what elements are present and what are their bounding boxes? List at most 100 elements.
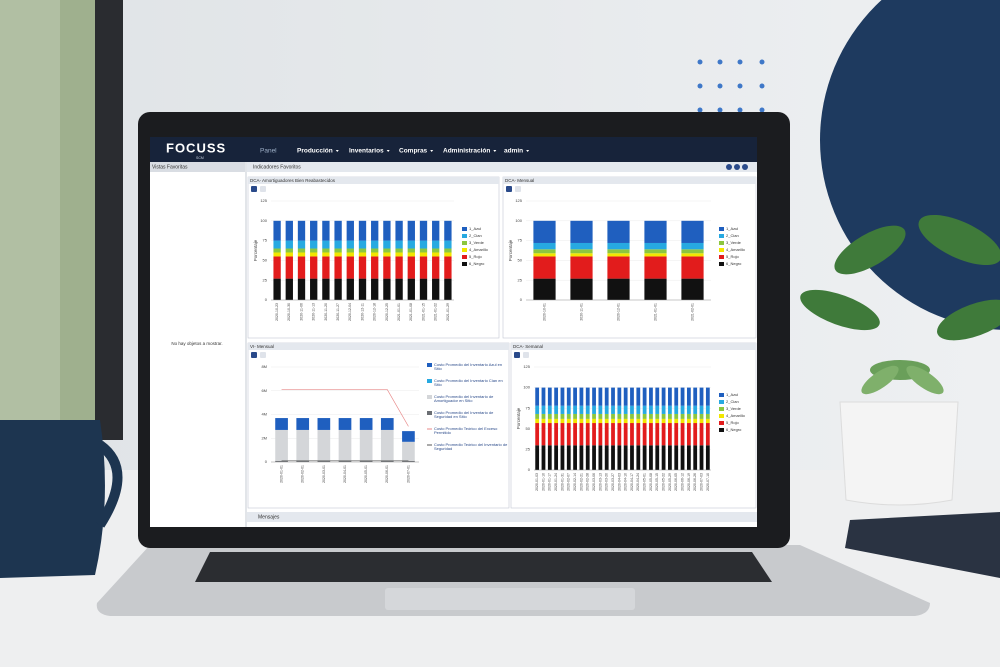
bar-segment [674,418,679,424]
y-tick-label: 50 [518,257,523,262]
bar-segment [585,387,590,406]
bar-segment [630,413,634,419]
sidebar-title: Vistas Favoritas [152,164,188,170]
bar-segment [285,240,293,249]
panel-button[interactable] [742,164,748,170]
bar-segment [642,423,647,446]
bar-segment [636,405,641,414]
x-tick-label: 2020-01-17 [548,473,552,491]
legend-label: 3_Verde [726,406,742,411]
bar-segment [579,405,584,414]
x-tick-label: 2020-04-01 [343,465,347,483]
bar-segment [611,405,615,414]
chart-title: DCA- Mensual [505,178,534,183]
bar-segment [560,405,565,414]
panel-button[interactable] [734,164,740,170]
bar-segment [402,431,415,442]
legend-label: 2_Cian [726,399,739,404]
chart-tool[interactable] [515,186,521,192]
bar-segment [655,423,660,446]
bar-segment [611,418,615,424]
y-tick-label: 6M [261,388,267,393]
chart-tool[interactable] [260,352,266,358]
x-tick-label: 2020-06-12 [680,473,684,491]
bar-segment [334,278,342,300]
legend-label: 4_Amarillo [726,413,746,418]
bar-segment [642,413,647,419]
bar-segment [554,445,559,470]
wall-dots [697,59,765,113]
bar-segment [444,278,452,300]
bar-segment [407,252,415,257]
bar-segment [699,418,704,424]
bar-segment [705,405,710,414]
bar-segment [693,423,698,446]
bar-segment [533,256,556,279]
x-tick-label: 2020-01-01 [279,465,283,483]
bar-segment [592,418,596,424]
nav-item[interactable]: Panel [260,148,277,155]
legend-swatch [462,241,467,245]
chart-tool[interactable] [514,352,520,358]
bar-segment [570,253,593,257]
panel-button[interactable] [726,164,732,170]
bar-segment [668,445,672,470]
legend-swatch [719,393,724,397]
bar-segment [661,445,666,470]
bar-segment [432,252,440,257]
bar-segment [560,418,565,424]
nav-bar [150,137,757,162]
bar-segment [310,220,318,241]
bar-segment [636,445,641,470]
nav-item[interactable]: Inventarios [349,148,384,155]
bar-segment [661,405,666,414]
bar-segment [699,445,704,470]
bar-segment [611,445,615,470]
bar-segment [636,423,641,446]
bar-segment [380,429,394,461]
bar-segment [598,387,603,406]
bar-segment [674,387,679,406]
bar-segment [296,460,310,462]
bar-segment [585,405,590,414]
chart-tool[interactable] [251,186,257,192]
chart-header [248,177,499,184]
bar-segment [681,249,704,254]
x-tick-label: 2020-12-04 [348,303,352,321]
chart-header [511,343,756,350]
legend-entry: Costo Promedio del Inventario Cian en Si… [434,379,503,387]
chart-tool[interactable] [523,352,529,358]
bar-segment [655,413,660,419]
legend-label: Costo Promedio Teórico del Inventario de… [434,442,508,452]
trackpad [385,588,635,610]
legend-swatch [719,234,724,238]
nav-item[interactable]: Producción [297,148,333,155]
x-tick-label: 2020-05-15 [655,473,659,491]
nav-item[interactable]: Compras [399,148,428,155]
bar-segment [432,278,440,300]
bar-segment [296,418,310,430]
bar-segment [358,252,367,257]
bar-segment [617,445,622,470]
x-tick-label: 2021-01-08 [409,303,413,321]
bar-segment [668,387,672,406]
bar-segment [623,418,628,424]
x-tick-label: 2020-11-27 [336,303,340,321]
chart-tool[interactable] [251,352,257,358]
bar-segment [275,418,288,430]
chart-tool[interactable] [506,186,512,192]
x-tick-label: 2020-11-06 [299,303,303,321]
bar-segment [444,252,452,257]
nav-item[interactable]: Administración [443,148,490,155]
y-tick-label: 4M [261,412,267,417]
nav-item[interactable]: admin [504,148,523,155]
bar-segment [607,220,630,243]
bar-segment [334,248,342,253]
chart-tool[interactable] [260,186,266,192]
bar-segment [573,423,577,446]
bar-segment [604,423,609,446]
bar-segment [644,220,667,243]
bar-segment [535,418,540,424]
bar-segment [630,445,634,470]
